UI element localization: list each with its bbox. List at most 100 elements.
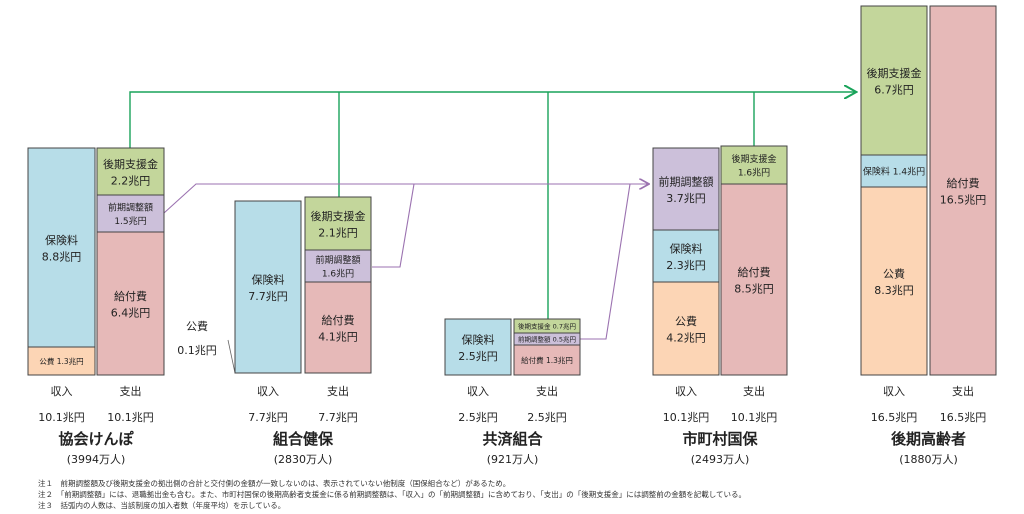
shichoson-kokuho-expense-benefit-segment <box>720 183 788 376</box>
shichoson-kokuho-revenue-public-segment <box>652 281 720 376</box>
purple-flow-line <box>580 183 631 340</box>
shichoson-kokuho-revenue-insurance-value: 2.3兆円 <box>666 259 706 272</box>
kyokai-kenpo-revenue-insurance-segment <box>27 147 96 348</box>
koki-koreisha-expense-benefit-value: 16.5兆円 <box>940 194 987 207</box>
kumiai-kenpo-expense-adjust-segment <box>304 249 372 283</box>
kyokai-kenpo-revenue-total: 10.1兆円 <box>38 411 85 424</box>
koki-koreisha-revenue-heading: 収入 <box>883 385 905 398</box>
koki-koreisha-revenue-support-label: 後期支援金 <box>867 66 922 80</box>
shichoson-kokuho-expense-benefit-label: 給付費 <box>738 265 771 279</box>
kyokai-kenpo-member-count: (3994万人) <box>67 453 126 466</box>
kumiai-kenpo-expense-support-value: 2.1兆円 <box>318 227 358 240</box>
kyosai-revenue-insurance-segment <box>444 318 512 376</box>
kyokai-kenpo-revenue-public-text: 公費 1.3兆円 <box>39 356 83 366</box>
shichoson-kokuho-member-count: (2493万人) <box>691 453 750 466</box>
purple-flow-line <box>372 183 415 268</box>
kumiai-kenpo-group-name: 組合健保 <box>273 430 334 448</box>
note-1: 注１ 前期調整額及び後期支援金の拠出側の合計と交付側の金額が一致しないのは、表示… <box>38 479 511 488</box>
koki-koreisha-revenue-public-segment <box>860 186 928 376</box>
kyokai-kenpo-group-name: 協会けんぽ <box>58 430 134 448</box>
kumiai-kenpo-expense-heading: 支出 <box>327 384 349 398</box>
kyosai-expense-benefit-segment <box>513 344 581 376</box>
kyosai-expense-adjust-text: 前期調整額 0.5兆円 <box>518 334 576 343</box>
kyokai-kenpo-revenue-public-segment <box>27 346 96 376</box>
kyokai-kenpo-expense-support-segment <box>96 147 165 196</box>
koki-koreisha-revenue-public-label: 公費 <box>883 266 905 280</box>
kyosai-member-count: (921万人) <box>487 453 539 466</box>
shichoson-kokuho-revenue-adjust-segment <box>652 147 720 231</box>
kyokai-kenpo-revenue-insurance-label: 保険料 <box>45 233 78 247</box>
shichoson-kokuho-revenue-public-value: 4.2兆円 <box>666 332 706 345</box>
shichoson-kokuho-group-name: 市町村国保 <box>682 430 758 448</box>
koki-koreisha-expense-benefit-label: 給付費 <box>947 176 980 190</box>
koki-koreisha-expense-total: 16.5兆円 <box>940 411 987 424</box>
kyosai-revenue-insurance-label: 保険料 <box>462 332 495 346</box>
koki-koreisha-revenue-insurance-segment <box>860 154 928 188</box>
purple-flow-line <box>163 184 648 214</box>
shichoson-kokuho-expense-heading: 支出 <box>743 384 765 398</box>
kyosai-revenue-heading: 収入 <box>467 385 489 398</box>
kyokai-kenpo-expense-support-value: 2.2兆円 <box>111 175 151 188</box>
shichoson-kokuho-revenue-total: 10.1兆円 <box>663 411 710 424</box>
kyokai-kenpo-expense-heading: 支出 <box>120 384 142 398</box>
kyokai-kenpo-expense-total: 10.1兆円 <box>107 411 154 424</box>
kumiai-kenpo-expense-adjust-label: 前期調整額 <box>315 254 360 266</box>
kumiai-kenpo-revenue-insurance-label: 保険料 <box>252 272 285 286</box>
kumiai-kenpo-expense-total: 7.7兆円 <box>318 411 358 424</box>
shichoson-kokuho-expense-support-label: 後期支援金 <box>731 153 776 165</box>
kyokai-kenpo-expense-adjust-label: 前期調整額 <box>108 202 153 214</box>
koki-koreisha-revenue-insurance-text: 保険料 1.4兆円 <box>863 165 925 177</box>
kumiai-kenpo-expense-benefit-value: 4.1兆円 <box>318 331 358 344</box>
kyokai-kenpo-expense-benefit-label: 給付費 <box>114 289 147 303</box>
kumiai-kenpo-expense-support-segment <box>304 196 372 251</box>
kumiai-kenpo-public-leader-line <box>227 339 236 374</box>
kumiai-kenpo-expense-adjust-value: 1.6兆円 <box>322 269 354 280</box>
kyokai-kenpo-expense-benefit-value: 6.4兆円 <box>111 307 151 320</box>
shichoson-kokuho-expense-support-value: 1.6兆円 <box>738 168 770 179</box>
shichoson-kokuho-revenue-insurance-label: 保険料 <box>670 241 703 255</box>
kumiai-kenpo-public-value: 0.1兆円 <box>177 344 217 357</box>
shichoson-kokuho-revenue-adjust-label: 前期調整額 <box>659 174 714 188</box>
kumiai-kenpo-member-count: (2830万人) <box>274 453 333 466</box>
kumiai-kenpo-revenue-insurance-segment <box>234 200 302 374</box>
kyosai-expense-total: 2.5兆円 <box>527 411 567 424</box>
kyosai-expense-benefit-text: 給付費 1.3兆円 <box>521 355 573 365</box>
kyokai-kenpo-revenue-heading: 収入 <box>51 385 73 398</box>
kyokai-kenpo-expense-adjust-value: 1.5兆円 <box>114 216 146 227</box>
shichoson-kokuho-revenue-insurance-segment <box>652 229 720 283</box>
koki-koreisha-revenue-support-segment <box>860 5 928 156</box>
green-flow-line <box>129 92 855 148</box>
kumiai-kenpo-expense-benefit-label: 給付費 <box>322 313 355 327</box>
kumiai-kenpo-public-label: 公費 <box>186 319 208 333</box>
kyosai-expense-support-text: 後期支援金 0.7兆円 <box>518 321 576 330</box>
koki-koreisha-expense-heading: 支出 <box>952 384 974 398</box>
kyokai-kenpo-expense-benefit-segment <box>96 231 165 376</box>
kumiai-kenpo-revenue-total: 7.7兆円 <box>248 411 288 424</box>
koki-koreisha-revenue-public-value: 8.3兆円 <box>874 284 914 297</box>
shichoson-kokuho-expense-benefit-value: 8.5兆円 <box>734 283 774 296</box>
kyosai-expense-heading: 支出 <box>536 384 558 398</box>
kyokai-kenpo-expense-support-label: 後期支援金 <box>103 157 158 171</box>
note-3: 注３ 括弧内の人数は、当該制度の加入者数（年度平均）を示している。 <box>38 501 286 510</box>
kyosai-revenue-insurance-value: 2.5兆円 <box>458 350 498 363</box>
note-2: 注２ 「前期調整額」には、退職拠出金も含む。また、市町村国保の後期高齢者支援金に… <box>38 490 746 499</box>
kyosai-group-name: 共済組合 <box>482 430 543 448</box>
shichoson-kokuho-revenue-public-label: 公費 <box>675 314 697 328</box>
kumiai-kenpo-revenue-insurance-value: 7.7兆円 <box>248 290 288 303</box>
kyosai-revenue-total: 2.5兆円 <box>458 411 498 424</box>
kyokai-kenpo-revenue-insurance-value: 8.8兆円 <box>42 251 82 264</box>
kumiai-kenpo-expense-support-label: 後期支援金 <box>311 209 366 223</box>
koki-koreisha-expense-benefit-segment <box>929 5 997 376</box>
kumiai-kenpo-expense-benefit-segment <box>304 281 372 374</box>
shichoson-kokuho-expense-support-segment <box>720 145 788 185</box>
kumiai-kenpo-revenue-heading: 収入 <box>257 385 279 398</box>
koki-koreisha-revenue-support-value: 6.7兆円 <box>874 84 914 97</box>
shichoson-kokuho-expense-total: 10.1兆円 <box>731 411 778 424</box>
koki-koreisha-revenue-total: 16.5兆円 <box>871 411 918 424</box>
shichoson-kokuho-revenue-heading: 収入 <box>675 385 697 398</box>
koki-koreisha-member-count: (1880万人) <box>899 453 958 466</box>
shichoson-kokuho-revenue-adjust-value: 3.7兆円 <box>666 192 706 205</box>
koki-koreisha-group-name: 後期高齢者 <box>890 430 966 448</box>
